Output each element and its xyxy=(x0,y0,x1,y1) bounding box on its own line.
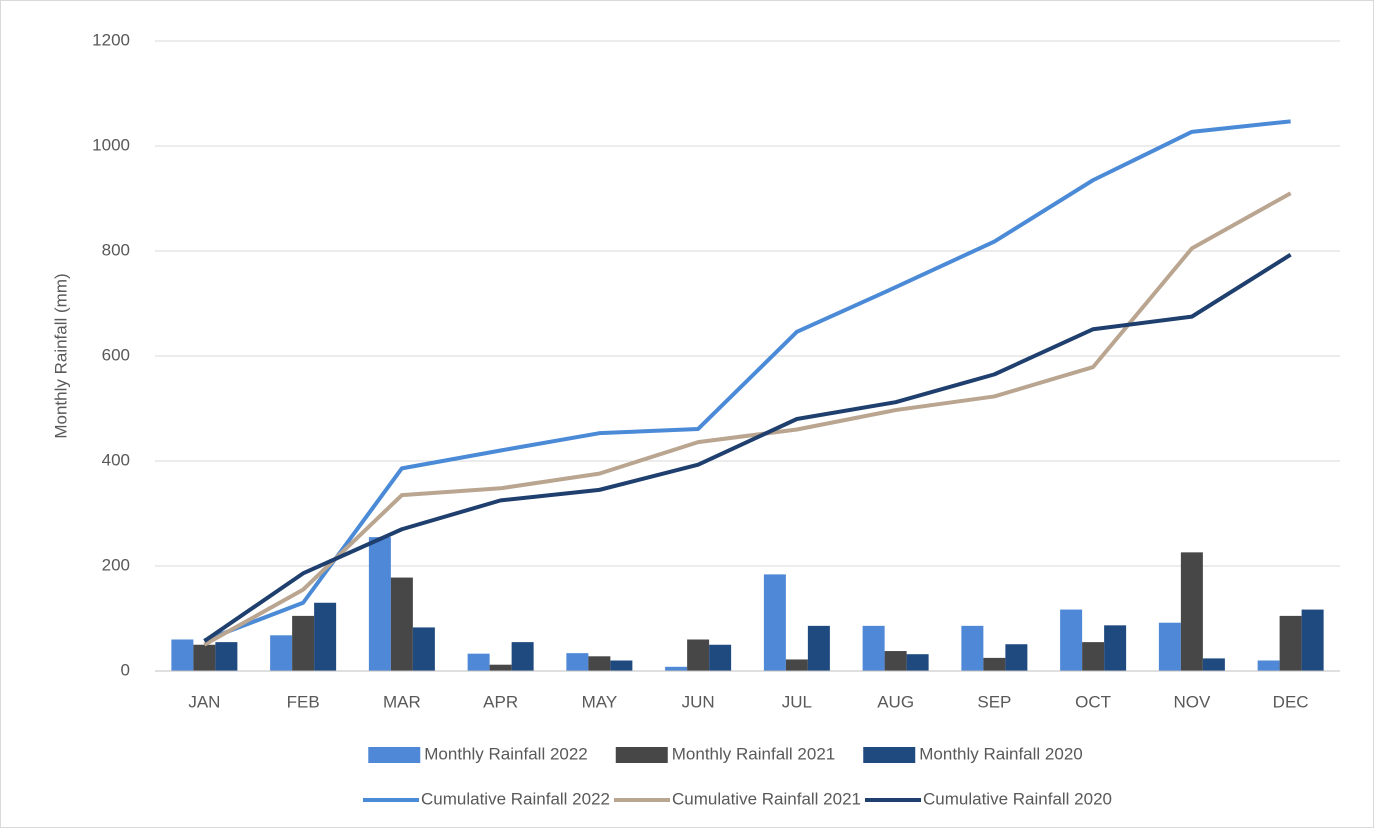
bar xyxy=(610,660,633,671)
x-tick-label: MAY xyxy=(582,692,618,711)
bar xyxy=(314,602,337,671)
line xyxy=(203,191,1292,647)
y-tick-label: 800 xyxy=(102,240,130,259)
bar xyxy=(292,615,315,671)
x-tick-label: JUL xyxy=(782,692,812,711)
x-tick-label: NOV xyxy=(1173,692,1211,711)
y-tick-label: 600 xyxy=(102,345,130,364)
bar xyxy=(412,627,435,671)
bar xyxy=(588,656,611,671)
bar xyxy=(1180,552,1203,671)
bar xyxy=(807,625,830,671)
bar xyxy=(215,642,238,671)
legend-row: Cumulative Rainfall 2022 Cumulative Rainf… xyxy=(363,789,1112,808)
y-axis-title: Monthly Rainfall (mm) xyxy=(51,273,70,438)
legend-label: Monthly Rainfall 2020 xyxy=(919,744,1082,763)
x-tick-label: APR xyxy=(483,692,518,711)
x-tick-label: SEP xyxy=(977,692,1011,711)
bar xyxy=(1279,615,1302,671)
y-tick-label: 1200 xyxy=(92,30,130,49)
bar xyxy=(270,635,293,671)
bar xyxy=(709,644,732,671)
line xyxy=(203,252,1292,643)
bar xyxy=(665,666,688,671)
x-tick-label: JAN xyxy=(188,692,220,711)
bar xyxy=(763,574,786,671)
bar xyxy=(1257,660,1280,671)
bar xyxy=(884,651,907,671)
bar xyxy=(1082,642,1105,671)
x-tick-label: FEB xyxy=(287,692,320,711)
bar xyxy=(489,664,512,671)
x-tick-label: OCT xyxy=(1075,692,1111,711)
bar xyxy=(1301,609,1324,671)
legend-row: Monthly Rainfall 2022 Monthly Rainfall 20… xyxy=(368,744,1083,763)
bar xyxy=(1202,658,1225,671)
y-tick-label: 200 xyxy=(102,555,130,574)
bar xyxy=(983,657,1006,671)
bar xyxy=(511,642,534,671)
line xyxy=(203,119,1291,643)
legend-label: Cumulative Rainfall 2021 xyxy=(672,789,861,808)
bar xyxy=(193,644,216,671)
bar xyxy=(1005,644,1028,671)
bar xyxy=(467,653,490,671)
legend-swatch xyxy=(368,747,421,763)
bar xyxy=(1104,625,1127,671)
bar xyxy=(961,625,984,671)
y-tick-label: 0 xyxy=(121,660,130,679)
x-tick-label: AUG xyxy=(877,692,914,711)
legend-label: Cumulative Rainfall 2020 xyxy=(923,789,1112,808)
x-tick-label: MAR xyxy=(383,692,421,711)
bar xyxy=(1060,609,1083,671)
legend-label: Monthly Rainfall 2022 xyxy=(424,744,587,763)
y-tick-label: 400 xyxy=(102,450,130,469)
bar xyxy=(1158,622,1181,671)
bar xyxy=(687,639,710,671)
bar xyxy=(906,654,929,671)
bar xyxy=(368,537,391,671)
x-tick-label: DEC xyxy=(1273,692,1309,711)
legend-swatch xyxy=(863,747,916,763)
legend-label: Monthly Rainfall 2021 xyxy=(672,744,835,763)
y-tick-label: 1000 xyxy=(92,135,130,154)
bar xyxy=(785,659,808,671)
x-tick-label: JUN xyxy=(682,692,715,711)
bar xyxy=(566,653,589,671)
bar xyxy=(390,577,413,671)
legend-label: Cumulative Rainfall 2022 xyxy=(421,789,610,808)
legend-swatch xyxy=(615,747,668,763)
bar xyxy=(171,639,194,671)
bar xyxy=(862,625,885,671)
